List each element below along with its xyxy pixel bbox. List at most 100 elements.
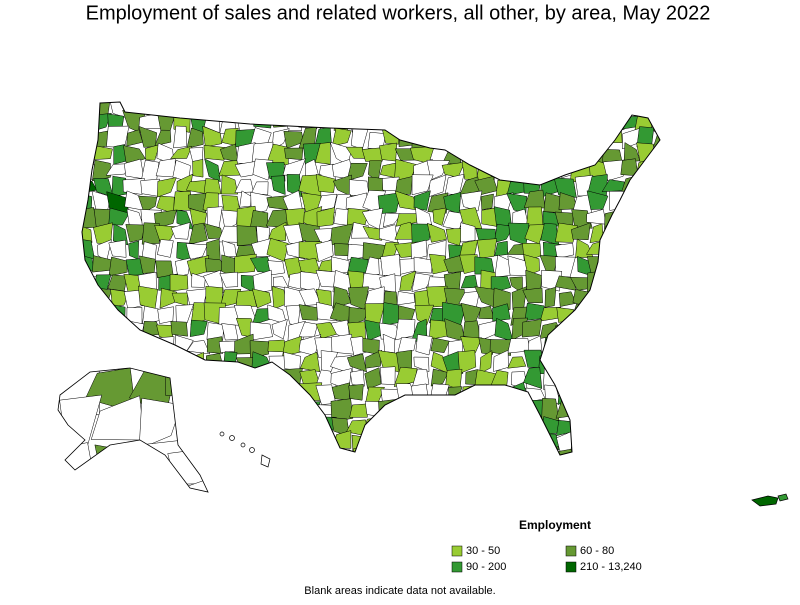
map-area	[525, 102, 545, 116]
map-area	[396, 291, 415, 306]
map-area	[618, 102, 638, 118]
map-area	[607, 319, 624, 343]
map-area	[409, 102, 434, 114]
map-area	[510, 417, 530, 438]
map-area	[619, 382, 642, 402]
map-area	[523, 366, 543, 389]
map-area	[442, 125, 460, 148]
map-area	[603, 400, 620, 422]
map-area	[555, 222, 578, 243]
map-area	[621, 237, 642, 263]
map-area	[538, 355, 562, 374]
map-area	[586, 240, 608, 255]
map-area	[349, 369, 365, 387]
map-area	[298, 304, 319, 321]
map-area	[365, 434, 386, 451]
map-area	[633, 174, 658, 195]
map-area	[269, 102, 290, 116]
map-area	[411, 174, 434, 196]
map-area	[234, 381, 251, 402]
map-area	[636, 142, 654, 165]
map-area	[476, 397, 499, 419]
map-area	[459, 430, 481, 453]
map-area	[657, 159, 660, 180]
map-area	[89, 483, 128, 492]
map-area	[426, 222, 447, 243]
legend: Employment 30 - 50 60 - 80 90 - 200 210 - 1…	[451, 518, 642, 573]
map-area	[395, 318, 416, 341]
map-area	[270, 175, 286, 195]
map-area	[606, 367, 621, 387]
map-area	[557, 127, 573, 148]
map-area	[363, 448, 386, 455]
map-area	[176, 353, 192, 371]
map-area	[573, 398, 594, 422]
map-area	[559, 368, 576, 387]
map-area	[490, 159, 511, 179]
map-area	[382, 431, 402, 453]
map-area	[478, 305, 495, 320]
map-area	[492, 385, 514, 405]
map-area	[108, 207, 130, 226]
map-area	[411, 368, 430, 389]
map-area	[457, 350, 477, 374]
map-area	[636, 400, 654, 423]
map-area	[606, 350, 625, 369]
map-area	[618, 371, 640, 387]
map-area	[585, 447, 610, 455]
map-area	[105, 163, 129, 176]
map-area	[588, 303, 608, 327]
map-area	[172, 369, 194, 388]
map-area	[602, 273, 627, 292]
map-area	[604, 125, 623, 143]
map-area	[601, 254, 626, 273]
map-area	[157, 102, 176, 118]
map-area	[576, 321, 590, 342]
map-area	[303, 414, 320, 437]
map-area	[331, 256, 350, 274]
map-area	[252, 102, 273, 117]
map-area	[363, 102, 387, 113]
map-area	[428, 448, 448, 455]
map-area	[460, 190, 483, 212]
map-area	[377, 102, 400, 117]
map-area	[478, 112, 496, 134]
map-area	[82, 321, 98, 340]
map-area	[480, 193, 494, 211]
map-area	[252, 369, 272, 390]
map-area	[82, 224, 93, 243]
map-area	[377, 192, 402, 214]
map-area	[588, 366, 607, 389]
map-area	[315, 173, 336, 193]
map-area	[413, 190, 431, 211]
map-area	[219, 271, 239, 288]
map-area	[189, 432, 207, 452]
map-area	[463, 102, 477, 118]
map-area	[651, 221, 660, 245]
map-area	[650, 367, 660, 389]
map-area	[604, 385, 626, 406]
map-area	[203, 433, 222, 453]
map-area	[201, 102, 226, 116]
map-area	[302, 102, 318, 119]
map-area	[382, 212, 402, 228]
map-area	[141, 222, 160, 245]
map-area	[446, 102, 464, 117]
map-area	[494, 129, 514, 148]
map-area	[330, 398, 354, 422]
map-area	[363, 256, 380, 278]
map-area	[108, 239, 127, 258]
map-area	[512, 143, 529, 159]
map-area	[316, 207, 335, 228]
map-area	[521, 318, 542, 338]
map-area	[165, 368, 208, 398]
map-area	[394, 430, 415, 452]
map-area	[234, 161, 257, 178]
map-area	[411, 113, 432, 130]
map-area	[622, 285, 642, 308]
map-area	[573, 368, 593, 390]
map-area	[172, 396, 208, 451]
map-area	[654, 102, 660, 116]
map-area	[506, 448, 526, 455]
